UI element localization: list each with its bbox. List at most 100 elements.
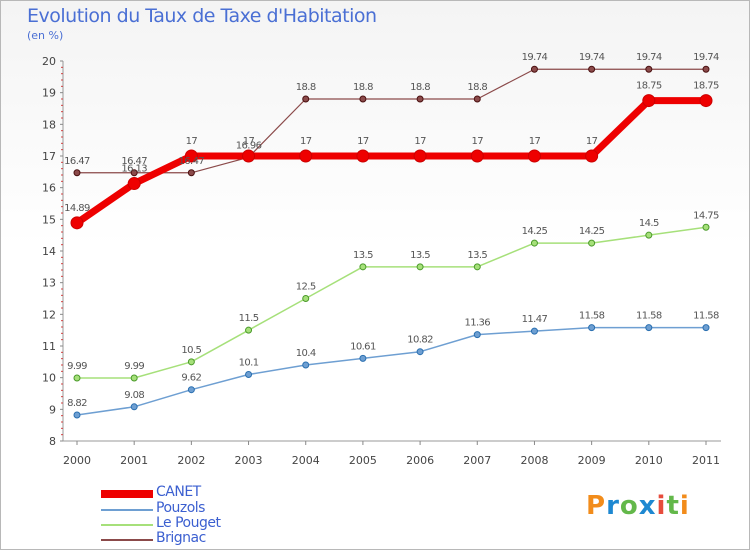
data-point-canet (127, 177, 141, 191)
y-tick-label: 18 (42, 118, 56, 131)
data-point-pouzols (245, 371, 253, 378)
data-point-brignac (702, 65, 710, 73)
data-point-pouzols (645, 324, 653, 332)
data-label-le-pouget: 13.5 (353, 250, 373, 261)
data-point-canet (413, 149, 427, 163)
y-tick-label: 16 (42, 182, 56, 195)
data-label-brignac: 19.74 (522, 52, 548, 63)
data-label-canet: 17 (586, 136, 598, 147)
data-point-canet (184, 149, 198, 163)
data-point-pouzols (416, 348, 424, 356)
data-label-canet: 18.75 (693, 81, 719, 92)
data-label-le-pouget: 9.99 (124, 361, 144, 372)
data-point-brignac (530, 65, 538, 73)
data-point-canet (527, 149, 541, 163)
y-tick-label: 8 (49, 435, 56, 448)
data-point-le-pouget (302, 295, 310, 302)
data-point-brignac (73, 169, 81, 177)
data-label-pouzols: 11.47 (522, 314, 548, 325)
data-label-pouzols: 9.08 (124, 390, 144, 401)
y-tick-label: 9 (49, 403, 56, 416)
data-point-canet (470, 149, 484, 163)
x-tick-label: 2008 (520, 454, 548, 467)
legend-swatch-canet (101, 490, 153, 498)
data-label-pouzols: 9.62 (181, 373, 201, 384)
unit-label: (en %) (27, 29, 64, 42)
data-point-canet (585, 149, 599, 163)
data-label-brignac: 16.47 (64, 156, 90, 167)
data-point-le-pouget (702, 223, 710, 231)
data-point-brignac (416, 95, 424, 103)
data-label-brignac: 18.8 (296, 82, 316, 93)
data-label-brignac: 19.74 (636, 52, 662, 63)
data-point-pouzols (530, 327, 538, 335)
data-point-pouzols (302, 361, 310, 369)
data-label-le-pouget: 13.5 (467, 250, 487, 261)
data-point-le-pouget (130, 374, 138, 382)
data-point-brignac (359, 95, 367, 103)
x-tick-label: 2002 (177, 454, 205, 467)
data-point-le-pouget (73, 374, 81, 382)
data-point-pouzols (702, 324, 710, 332)
data-label-canet: 17 (186, 136, 198, 147)
legend-label-canet: CANET (156, 484, 201, 500)
data-point-pouzols (130, 403, 138, 411)
data-point-pouzols (359, 354, 367, 362)
x-tick-label: 2000 (63, 454, 91, 467)
data-point-canet (699, 94, 713, 108)
data-label-le-pouget: 14.75 (693, 210, 719, 221)
y-tick-label: 17 (42, 150, 56, 163)
data-label-le-pouget: 11.5 (239, 313, 259, 324)
x-tick-label: 2011 (692, 454, 720, 467)
data-point-brignac (302, 95, 310, 103)
chart-title: Evolution du Taux de Taxe d'Habitation (27, 5, 377, 27)
data-label-pouzols: 10.4 (296, 348, 316, 359)
data-label-brignac: 18.8 (467, 82, 487, 93)
y-tick-label: 19 (42, 87, 56, 100)
legend-swatch-brignac (101, 539, 153, 541)
data-point-canet (356, 149, 370, 163)
y-tick-label: 12 (42, 308, 56, 321)
data-label-canet: 17 (357, 136, 369, 147)
data-point-le-pouget (473, 263, 481, 271)
data-point-le-pouget (416, 263, 424, 271)
data-label-canet: 18.75 (636, 81, 662, 92)
data-label-canet: 17 (472, 136, 484, 147)
data-point-canet (70, 216, 84, 230)
data-label-canet: 14.89 (64, 203, 90, 214)
data-label-brignac: 16.96 (236, 140, 262, 151)
data-label-pouzols: 11.58 (693, 311, 719, 322)
data-label-le-pouget: 9.99 (67, 361, 87, 372)
data-label-le-pouget: 10.5 (181, 345, 201, 356)
data-label-le-pouget: 14.25 (522, 226, 548, 237)
data-point-pouzols (73, 411, 81, 419)
data-label-canet: 17 (414, 136, 426, 147)
series-line-le-pouget (76, 226, 707, 379)
data-label-canet: 17 (243, 136, 255, 147)
x-tick-label: 2004 (292, 454, 320, 467)
x-tick-label: 2005 (349, 454, 377, 467)
data-point-le-pouget (588, 239, 596, 247)
x-tick-label: 2009 (578, 454, 606, 467)
data-point-canet (642, 94, 656, 108)
data-label-le-pouget: 12.5 (296, 282, 316, 293)
x-tick-label: 2007 (463, 454, 491, 467)
data-label-canet: 17 (529, 136, 541, 147)
y-tick-label: 13 (42, 277, 56, 290)
data-point-le-pouget (187, 358, 195, 366)
data-point-brignac (645, 65, 653, 73)
data-label-le-pouget: 14.25 (579, 226, 605, 237)
data-point-brignac (187, 169, 195, 177)
data-label-canet: 17 (300, 136, 312, 147)
series-line-pouzols (76, 326, 707, 416)
y-tick-label: 11 (42, 340, 56, 353)
data-point-canet (299, 149, 313, 163)
x-tick-label: 2010 (635, 454, 663, 467)
data-label-le-pouget: 14.5 (639, 218, 659, 229)
series-line-brignac (76, 68, 707, 174)
x-tick-label: 2001 (120, 454, 148, 467)
data-label-canet: 16.13 (121, 164, 147, 175)
x-tick-label: 2003 (235, 454, 263, 467)
legend-label-brignac: Brignac (156, 530, 206, 546)
